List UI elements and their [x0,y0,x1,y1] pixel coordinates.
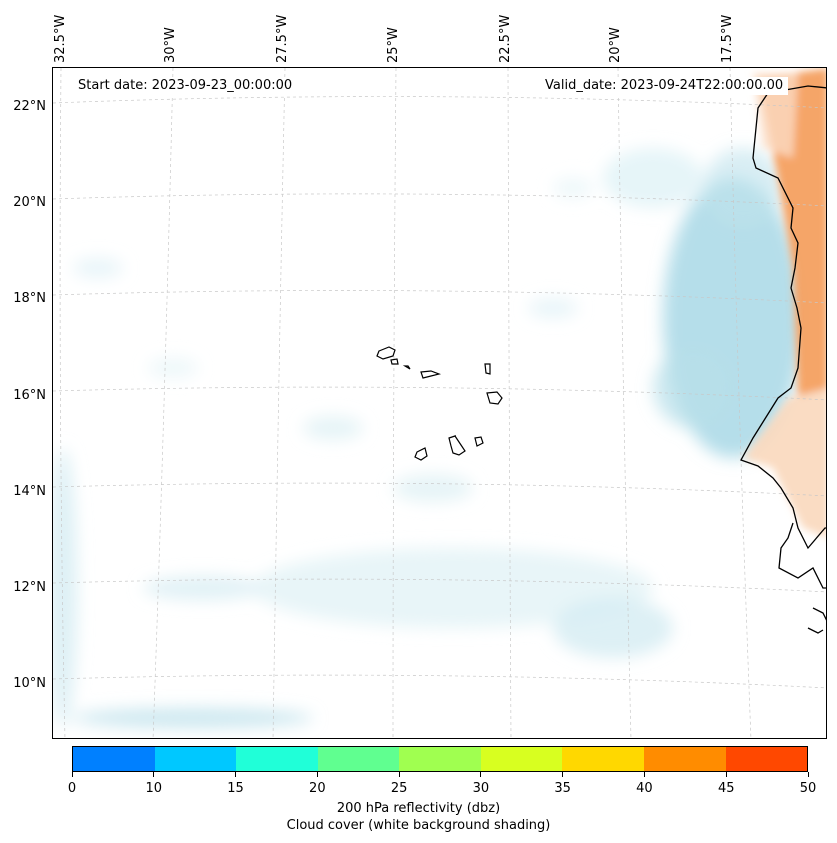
colorbar-segment [236,747,318,771]
colorbar-tick-label: 35 [554,781,571,796]
valid-date-label: Valid_date: 2023-09-24T22:00:00.00 [540,77,789,95]
lon-label-20w: 20°W [608,27,623,63]
reflectivity-colorbar [72,746,808,772]
colorbar-segment [562,747,644,771]
map-canvas [53,68,826,738]
african-coastline [740,85,826,550]
lat-label-10n: 10°N [13,676,46,691]
colorbar-tick [562,772,564,777]
colorbar-segment [725,747,808,771]
colorbar-segment [73,747,155,771]
colorbar-label: 200 hPa reflectivity (dbz) [336,801,501,816]
cloud-cover-shading [53,148,803,728]
colorbar-tick [235,772,237,777]
lon-label-27-5w: 27.5°W [275,14,290,63]
colorbar-segment [480,747,563,771]
coastline-south-2 [807,607,826,634]
colorbar-tick [643,772,645,777]
lon-label-22-5w: 22.5°W [498,14,513,63]
lon-label-32-5w: 32.5°W [53,14,68,63]
colorbar-tick-label: 10 [145,781,163,796]
colorbar-tick [807,772,809,777]
colorbar-tick-label: 20 [309,781,326,796]
lat-label-16n: 16°N [13,388,46,403]
colorbar-tick [316,772,318,777]
colorbar-segment [643,747,726,771]
lat-label-14n: 14°N [13,484,46,499]
lon-label-30w: 30°W [163,27,178,63]
colorbar-tick-label: 15 [227,781,244,796]
colorbar-tick-label: 25 [390,781,408,796]
lat-label-12n: 12°N [13,580,46,595]
coastline-south [778,522,826,589]
lat-label-20n: 20°N [13,195,46,210]
colorbar-tick [71,772,73,777]
colorbar-segment [154,747,237,771]
colorbar-tick-label: 30 [472,781,490,796]
colorbar-tick [725,772,727,777]
colorbar-tick-label: 50 [799,781,817,796]
colorbar-tick-label: 45 [717,781,735,796]
colorbar-tick [153,772,155,777]
colorbar-tick-label: 0 [67,781,77,796]
colorbar-tick [398,772,400,777]
start-date-label: Start date: 2023-09-23_00:00:00 [73,77,298,95]
colorbar-tick [480,772,482,777]
colorbar-segment [317,747,400,771]
graticule [53,68,826,738]
map-panel[interactable]: Start date: 2023-09-23_00:00:00 Valid_da… [52,67,827,739]
colorbar-tick-label: 40 [636,781,653,796]
lat-label-22n: 22°N [13,99,46,114]
lon-label-25w: 25°W [386,27,401,63]
colorbar-segment [399,747,481,771]
lon-label-17-5w: 17.5°W [720,14,735,63]
lat-label-18n: 18°N [13,291,46,306]
colorbar-sublabel: Cloud cover (white background shading) [286,818,551,833]
cape-verde-islands [376,346,503,461]
